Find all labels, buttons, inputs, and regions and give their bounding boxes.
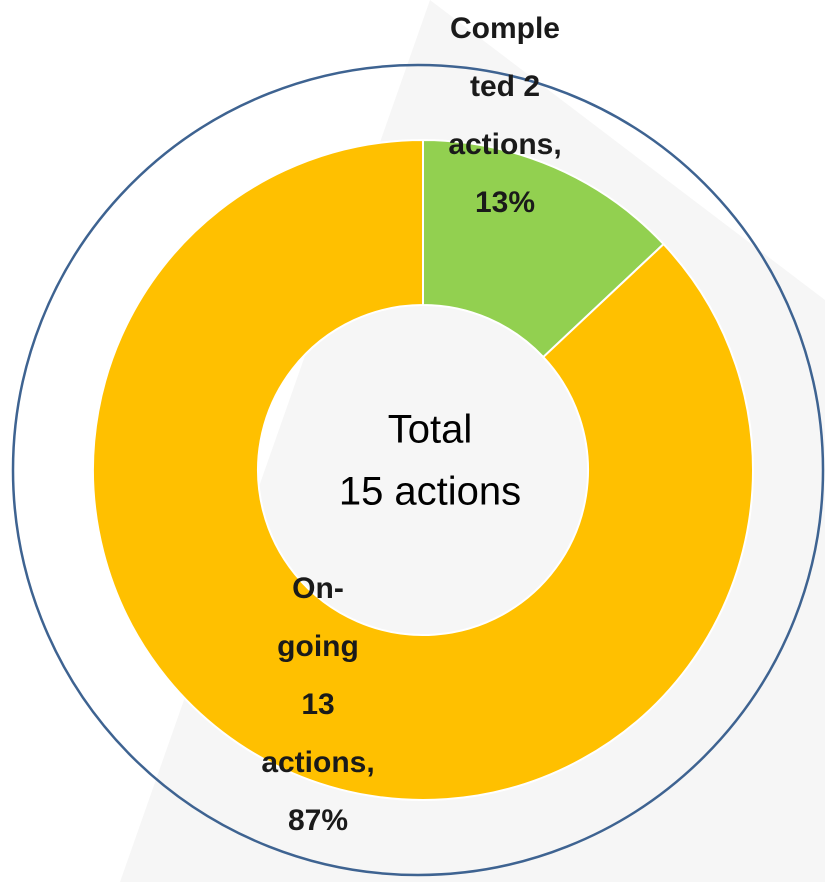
- data-label: On-: [292, 572, 344, 605]
- data-label: going: [277, 630, 359, 663]
- data-label: 87%: [288, 804, 348, 837]
- data-label: Comple: [450, 12, 560, 45]
- data-label: actions,: [261, 746, 374, 779]
- slices: [92, 138, 754, 801]
- center-text: Total: [388, 408, 473, 452]
- slice: [92, 138, 754, 801]
- data-label: 13: [301, 688, 334, 721]
- center-text: 15 actions: [339, 470, 521, 514]
- data-label: ted 2: [470, 70, 540, 103]
- data-label: actions,: [448, 128, 561, 161]
- outer-ring: [11, 63, 825, 877]
- slice: [422, 138, 665, 359]
- data-label: 13%: [475, 186, 535, 219]
